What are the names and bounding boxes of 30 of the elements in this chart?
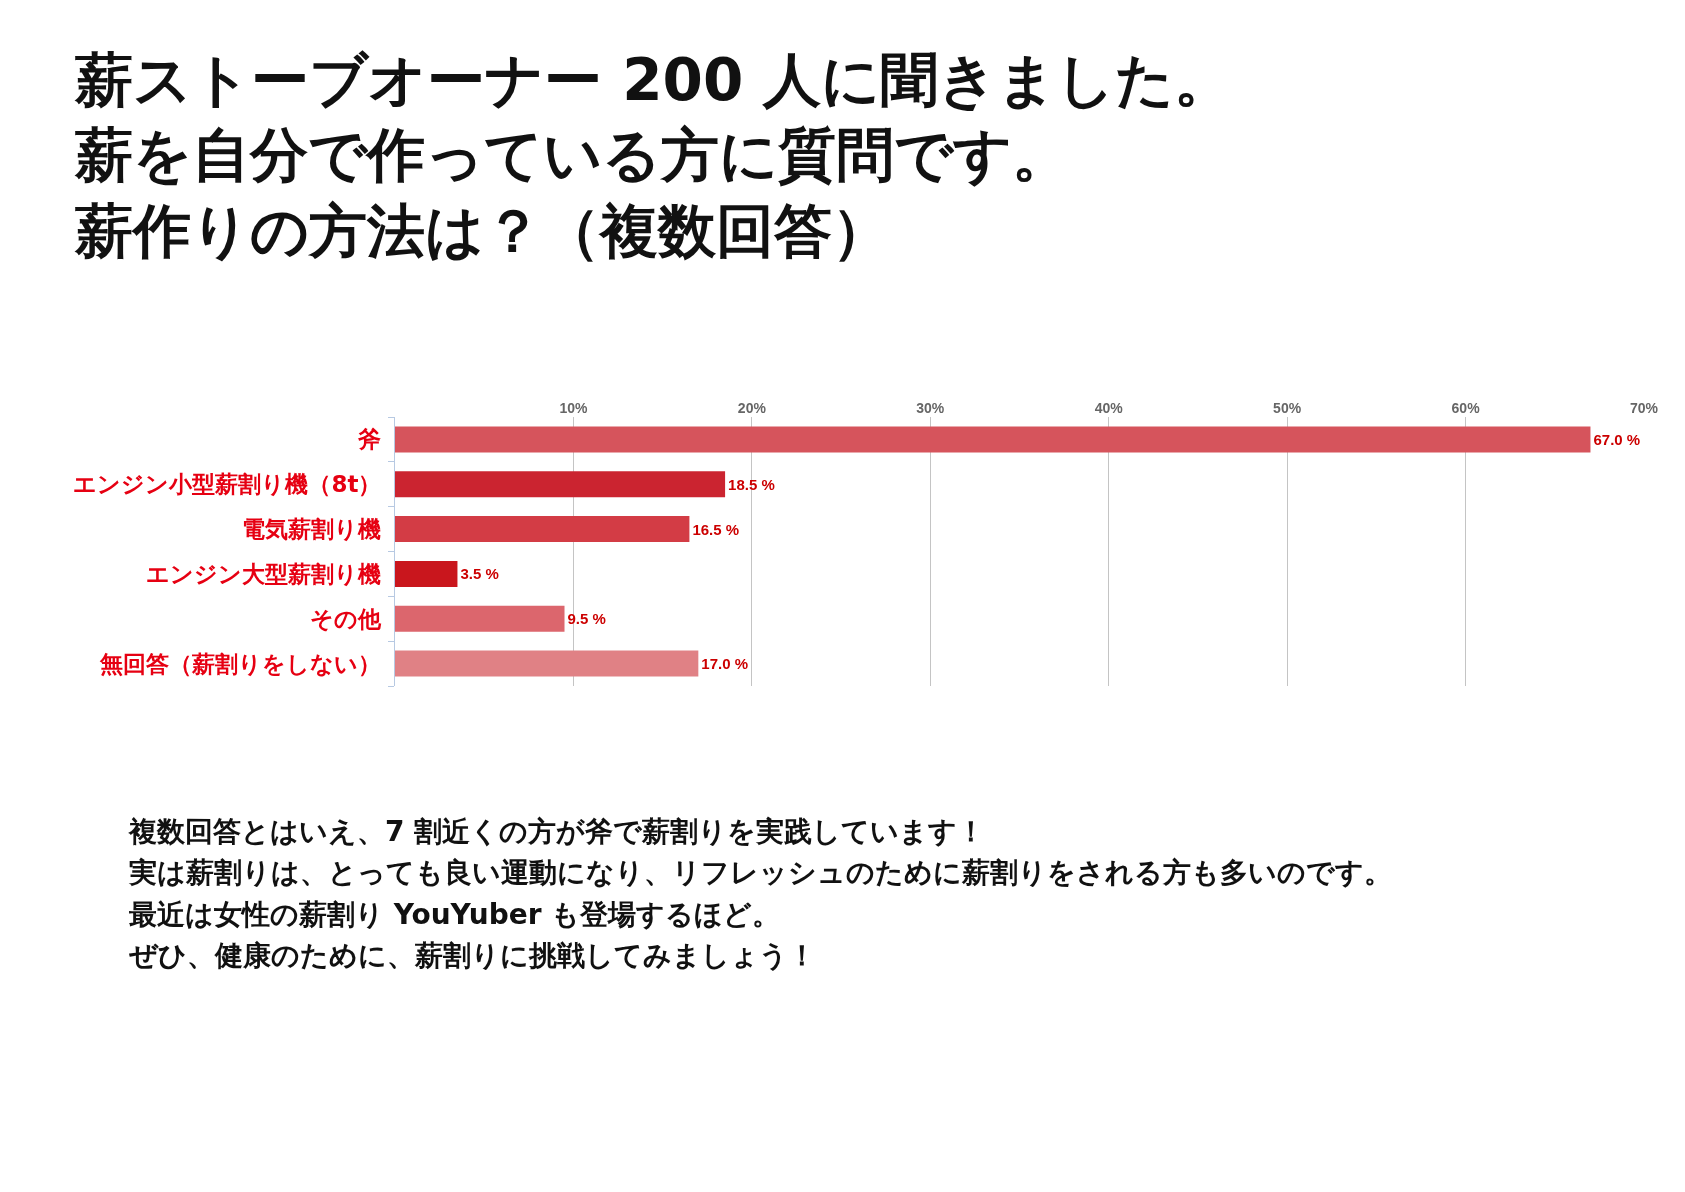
chart-title: 薪ストーブオーナー 200 人に聞きました。薪を自分で作っている方に質問です。薪作りの方法は？（複数回答） bbox=[74, 46, 1233, 265]
y-tick-label: 電気薪割り機 bbox=[242, 516, 382, 543]
y-tick-label: 斧 bbox=[357, 426, 382, 453]
text: 実は薪割りは、とっても良い運動になり、リフレッシュのために薪割りをされる方も多いのです。 bbox=[128, 856, 1392, 889]
x-tick-label: 10% bbox=[559, 400, 588, 417]
data-label: 17.0 % bbox=[701, 655, 749, 673]
data-label: 16.5 % bbox=[692, 520, 740, 538]
x-tick-label: 60% bbox=[1451, 400, 1481, 417]
data-label: 67.0 % bbox=[1593, 430, 1641, 448]
bar bbox=[395, 516, 690, 543]
x-tick-label: 30% bbox=[916, 400, 945, 417]
bar bbox=[395, 650, 699, 677]
bar bbox=[395, 426, 1591, 453]
y-tick-label: 無回答（薪割りをしない） bbox=[99, 650, 382, 677]
y-tick-label: エンジン大型薪割り機 bbox=[146, 560, 382, 587]
y-tick-label: その他 bbox=[310, 605, 383, 632]
bar bbox=[395, 560, 458, 587]
x-tick-label: 70% bbox=[1629, 400, 1659, 417]
data-label: 18.5 % bbox=[728, 475, 775, 493]
data-label: 9.5 % bbox=[567, 610, 606, 628]
x-tick-label: 20% bbox=[737, 400, 767, 417]
text: ぜひ、健康のために、薪割りに挑戦してみましょう！ bbox=[128, 939, 816, 972]
bar bbox=[395, 605, 565, 632]
data-label: 3.5 % bbox=[460, 565, 499, 583]
y-tick-label: エンジン小型薪割り機（8t） bbox=[73, 471, 382, 498]
text: 最近は女性の薪割り YouYuber も登場するほど。 bbox=[128, 898, 781, 931]
x-tick-label: 50% bbox=[1273, 400, 1302, 417]
bar bbox=[395, 471, 726, 498]
x-tick-label: 40% bbox=[1094, 400, 1124, 417]
text: 複数回答とはいえ、7 割近くの方が斧で薪割りを実践しています！ bbox=[128, 815, 986, 848]
